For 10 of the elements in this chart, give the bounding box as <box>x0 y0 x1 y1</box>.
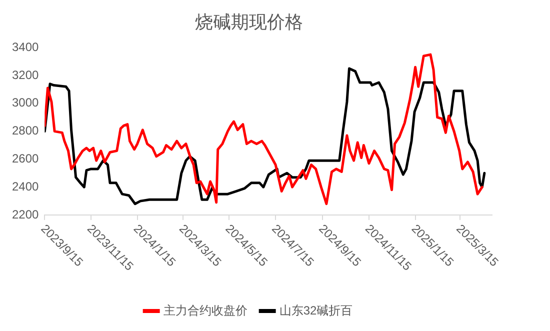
y-tick-label: 3200 <box>12 68 40 82</box>
legend-label: 山东32碱折百 <box>279 303 353 318</box>
y-tick-label: 2400 <box>12 179 40 194</box>
y-tick-label: 2200 <box>12 207 40 222</box>
chart-title: 烧碱期现价格 <box>195 12 303 32</box>
y-tick-label: 3000 <box>12 96 40 110</box>
y-tick-label: 2600 <box>12 152 40 166</box>
legend-label: 主力合约收盘价 <box>163 303 248 318</box>
y-tick-label: 2800 <box>12 124 40 138</box>
y-tick-label: 3400 <box>12 40 40 54</box>
